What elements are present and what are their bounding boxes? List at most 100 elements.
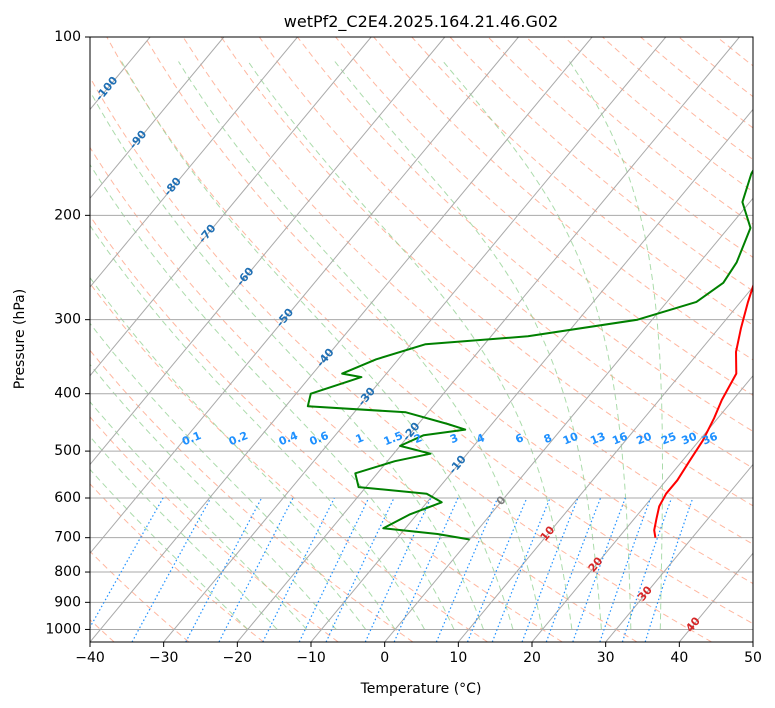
dry-adiabat (678, 37, 753, 98)
isotherm-line (90, 37, 372, 377)
isotherm-line (90, 37, 593, 642)
dry-adiabat (335, 37, 753, 396)
plot-frame (89, 36, 754, 643)
moist-adiabat (90, 322, 366, 630)
x-axis-label: Temperature (°C) (360, 681, 482, 697)
x-tick-label: 10 (449, 650, 467, 666)
mixing-ratio-label: 13 (588, 430, 607, 448)
dry-adiabat (90, 76, 712, 642)
dry-adiabat (564, 37, 753, 193)
y-tick-label: 400 (54, 386, 81, 402)
y-tick-label: 300 (54, 312, 81, 328)
dry-adiabat (90, 282, 488, 642)
isotherm-line (90, 37, 298, 288)
dewpoint-line (306, 168, 753, 541)
mixing-ratio-line (572, 497, 626, 642)
x-tick-label: −20 (223, 650, 253, 666)
moist-adiabat (178, 61, 543, 630)
mixing-ratio-label: 0.1 (180, 429, 203, 448)
dry-adiabat (755, 37, 775, 642)
mixing-ratio-label: 10 (561, 430, 580, 448)
mixing-ratio-label: 2 (412, 431, 424, 446)
y-axis-ticks: 100 200 300 400 500 600 700 800 900 1000 (45, 29, 90, 637)
dry-adiabat (90, 550, 190, 642)
x-axis-ticks: −40 −30 −20 −10 0 10 20 30 40 50 (75, 642, 762, 666)
dry-adiabat (602, 37, 753, 161)
y-tick-label: 700 (54, 530, 81, 546)
dry-adiabat (90, 349, 414, 642)
dry-adiabat (90, 146, 638, 642)
y-tick-label: 1000 (45, 621, 81, 637)
y-tick-label: 500 (54, 443, 81, 459)
x-tick-label: 50 (744, 650, 762, 666)
moist-adiabat (90, 401, 308, 630)
isotherm-line (457, 286, 753, 642)
y-tick-label: 600 (54, 490, 81, 506)
moist-adiabat (90, 163, 455, 630)
mixing-ratio-line (325, 497, 395, 642)
isotherm-line (0, 37, 3, 642)
isotherm-line (90, 37, 519, 555)
background-lines (90, 37, 775, 642)
moist-adiabat (121, 61, 514, 630)
mixing-ratio-label: 1 (354, 431, 366, 446)
x-tick-label: 0 (380, 650, 389, 666)
mixing-ratio-line (298, 497, 370, 642)
temperature-line (653, 283, 753, 538)
isotherm-line (605, 463, 753, 642)
mixing-ratio-label: 6 (513, 431, 525, 446)
mixing-ratio-label: 16 (610, 430, 629, 448)
mixing-ratio-line (545, 497, 602, 642)
mixing-ratio-line (218, 497, 294, 642)
y-axis-label: Pressure (hPa) (12, 289, 28, 389)
dry-adiabat (106, 37, 753, 625)
isotherm-line (310, 108, 753, 642)
y-tick-label: 900 (54, 594, 81, 610)
isotherm-line (752, 641, 753, 642)
moist-adiabat (90, 224, 426, 630)
chart-title: wetPf2_C2E4.2025.164.21.46.G02 (284, 12, 558, 32)
isotherm-line (90, 37, 446, 466)
moist-adiabat (442, 61, 632, 630)
mixing-ratio-line (393, 497, 459, 642)
mixing-ratio-line (262, 497, 335, 642)
isotherm-line (531, 374, 753, 642)
x-tick-label: −10 (296, 650, 326, 666)
dry-adiabat (373, 37, 753, 361)
moist-adiabat (90, 276, 396, 630)
mixing-ratio-line (621, 497, 673, 642)
x-tick-label: −40 (75, 650, 105, 666)
x-tick-label: 20 (523, 650, 541, 666)
mixing-ratio-line (131, 497, 212, 642)
mixing-ratio-label: 36 (700, 430, 719, 448)
isotherm-line (678, 552, 753, 642)
profile-lines (306, 168, 753, 541)
moist-adiabat (569, 61, 663, 630)
mixing-ratio-line (644, 497, 694, 642)
moist-adiabat (90, 363, 337, 630)
isotherm-line (90, 37, 225, 200)
mixing-ratio-label: 30 (680, 430, 699, 448)
x-tick-label: 40 (670, 650, 688, 666)
mixing-ratio-line (435, 497, 499, 642)
dry-adiabat (411, 37, 753, 326)
mixing-ratio-label: 25 (659, 430, 678, 448)
mixing-ratio-label: 0.2 (227, 429, 250, 448)
dry-adiabat (716, 37, 753, 67)
x-tick-label: −30 (149, 650, 179, 666)
moist-adiabat (334, 61, 602, 630)
mixing-ratio-line (521, 497, 579, 642)
mixing-ratio-label: 20 (635, 430, 654, 448)
mixing-ratio-line (185, 497, 263, 642)
mixing-ratio-lines (90, 497, 694, 642)
dry-adiabat (640, 37, 753, 129)
moist-adiabat (90, 468, 249, 630)
y-tick-label: 800 (54, 564, 81, 580)
y-tick-label: 100 (54, 29, 81, 45)
x-tick-label: 30 (597, 650, 615, 666)
dry-adiabat (297, 37, 753, 432)
mixing-ratio-line (90, 497, 164, 629)
mixing-ratio-line (466, 497, 528, 642)
